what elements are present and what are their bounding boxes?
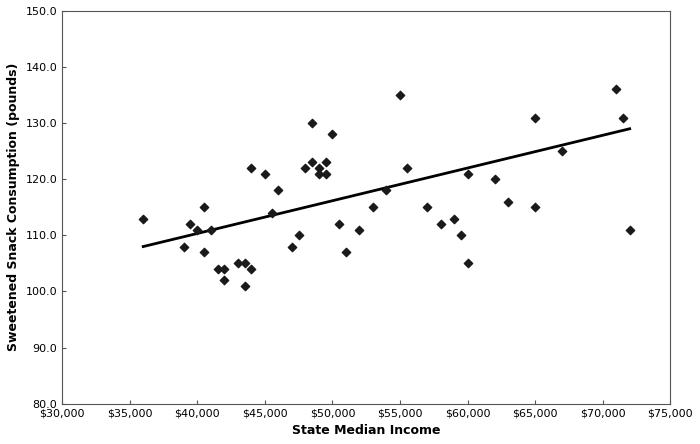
Point	[421, 204, 433, 211]
Point	[617, 114, 629, 121]
Point	[368, 204, 379, 211]
Point	[192, 226, 203, 233]
Point	[314, 170, 325, 177]
Point	[198, 249, 209, 256]
Point	[401, 164, 412, 171]
Point	[205, 226, 216, 233]
Point	[462, 260, 473, 267]
Point	[320, 159, 331, 166]
Point	[246, 266, 257, 273]
Point	[138, 215, 149, 222]
X-axis label: State Median Income: State Median Income	[292, 424, 440, 437]
Point	[489, 176, 500, 183]
Point	[529, 114, 540, 121]
Point	[435, 221, 446, 228]
Point	[455, 232, 466, 239]
Point	[246, 164, 257, 171]
Point	[307, 119, 318, 127]
Point	[354, 226, 365, 233]
Point	[212, 266, 223, 273]
Point	[239, 282, 250, 289]
Point	[266, 210, 277, 217]
Point	[198, 204, 209, 211]
Point	[286, 243, 297, 250]
Y-axis label: Sweetened Snack Consumption (pounds): Sweetened Snack Consumption (pounds)	[7, 63, 20, 352]
Point	[178, 243, 189, 250]
Point	[218, 266, 230, 273]
Point	[610, 86, 622, 93]
Point	[259, 170, 270, 177]
Point	[556, 148, 568, 155]
Point	[307, 159, 318, 166]
Point	[462, 170, 473, 177]
Point	[293, 232, 304, 239]
Point	[320, 170, 331, 177]
Point	[314, 164, 325, 171]
Point	[273, 187, 284, 194]
Point	[300, 164, 311, 171]
Point	[624, 226, 636, 233]
Point	[503, 198, 514, 205]
Point	[218, 277, 230, 284]
Point	[239, 260, 250, 267]
Point	[232, 260, 244, 267]
Point	[394, 91, 405, 99]
Point	[327, 131, 338, 138]
Point	[185, 221, 196, 228]
Point	[381, 187, 392, 194]
Point	[529, 204, 540, 211]
Point	[449, 215, 460, 222]
Point	[333, 221, 344, 228]
Point	[340, 249, 351, 256]
